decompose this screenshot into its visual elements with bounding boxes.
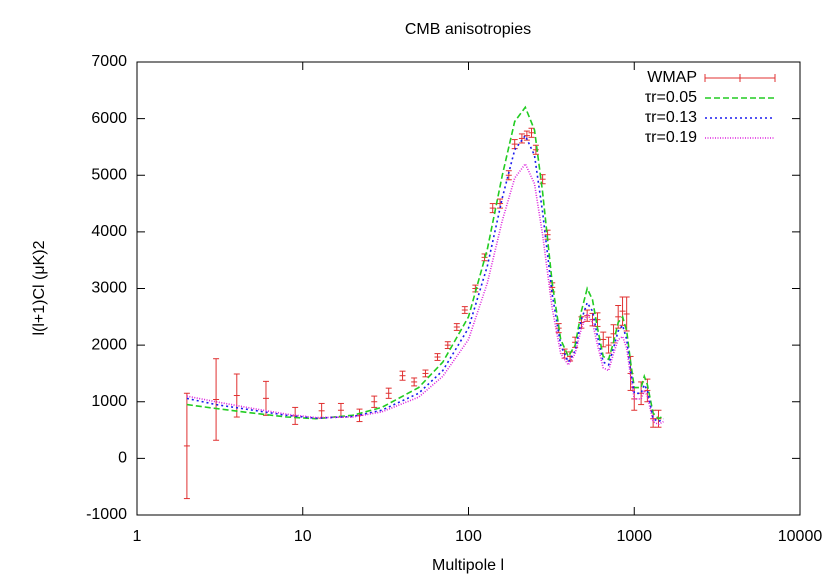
y-tick-label: 1000	[91, 393, 127, 410]
series-line	[186, 134, 664, 423]
legend-label: τr=0.19	[645, 129, 697, 146]
y-tick-label: 6000	[91, 110, 127, 127]
x-tick-label: 10000	[778, 528, 823, 545]
y-tick-label: 2000	[91, 336, 127, 353]
y-tick-label: 0	[118, 450, 127, 467]
x-tick-label: 1	[133, 528, 142, 545]
y-tick-label: 3000	[91, 280, 127, 297]
y-tick-label: 7000	[91, 53, 127, 70]
chart-title: CMB anisotropies	[405, 21, 531, 38]
x-tick-label: 100	[455, 528, 482, 545]
y-axis-label: l(l+1)Cl (μK)2	[31, 240, 48, 335]
series-line	[186, 162, 664, 426]
y-tick-label: 4000	[91, 223, 127, 240]
x-axis-label: Multipole l	[432, 557, 504, 574]
x-tick-label: 10	[294, 528, 312, 545]
legend-label: τr=0.05	[645, 89, 697, 106]
y-tick-label: 5000	[91, 166, 127, 183]
legend-label: WMAP	[647, 69, 697, 86]
x-tick-label: 1000	[616, 528, 652, 545]
plot-frame	[136, 61, 801, 516]
legend-label: τr=0.13	[645, 109, 697, 126]
y-tick-label: -1000	[86, 506, 127, 523]
series-line	[186, 105, 664, 420]
